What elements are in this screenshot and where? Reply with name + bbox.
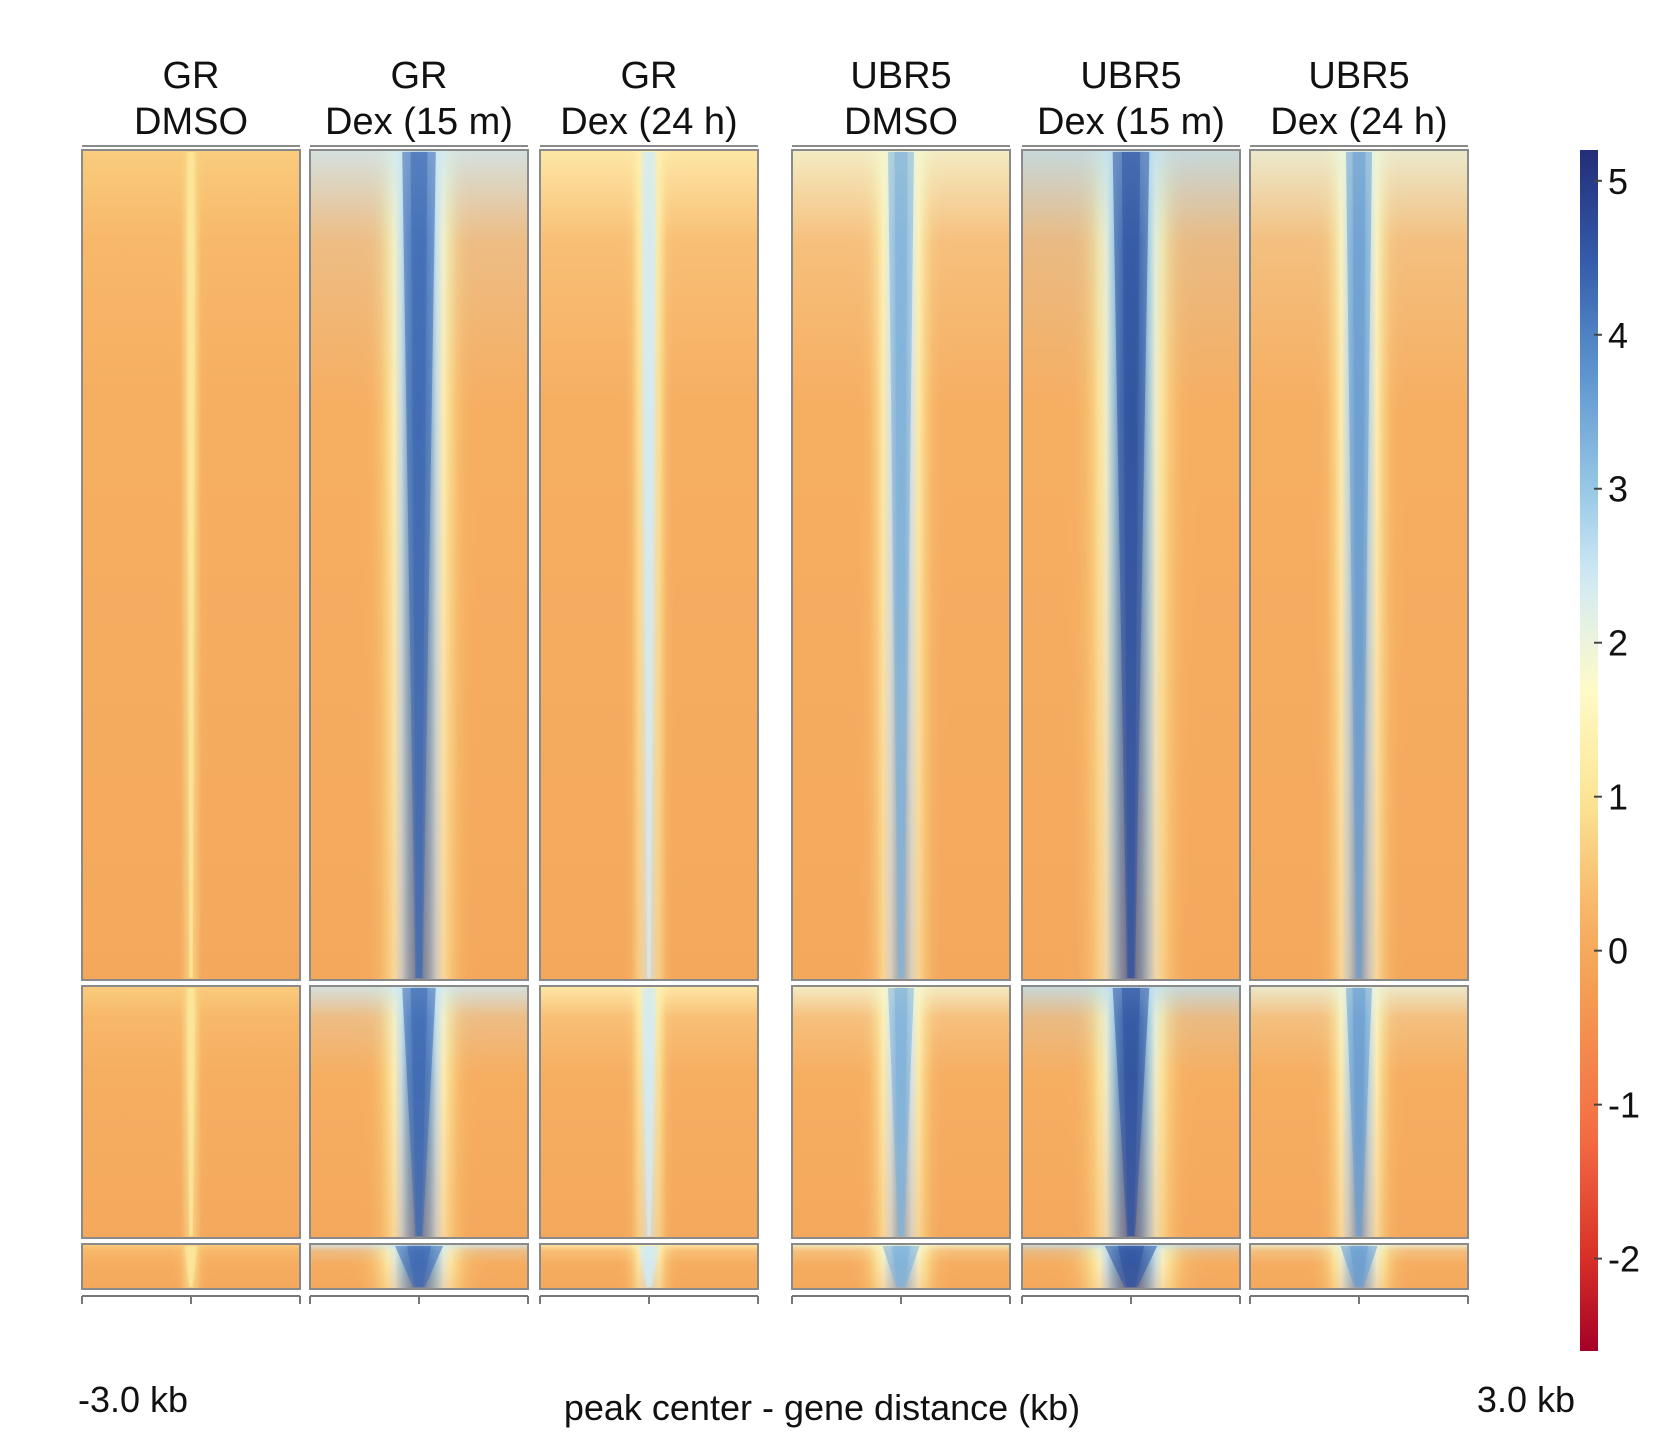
signal-core-inner (188, 988, 194, 1236)
colorbar: 5 4 3 2 1 0 -1 -2 (1580, 150, 1640, 1351)
cluster-frame (791, 985, 1011, 1239)
panel-title-condition: DMSO (844, 101, 958, 143)
cluster-frame (1249, 985, 1469, 1239)
panel-title-group: UBR5 (1080, 55, 1181, 97)
signal-core-inner (1352, 152, 1366, 978)
cluster-frame (1021, 1243, 1241, 1290)
panel-title-condition: DMSO (134, 101, 248, 143)
colorbar-tick-label: 5 (1608, 161, 1628, 202)
signal-core-inner (891, 1246, 911, 1287)
cluster-frame (1021, 985, 1241, 1239)
colorbar-gradient (1580, 150, 1598, 1351)
panel-title-condition: Dex (15 m) (325, 101, 513, 143)
cluster-frame (791, 149, 1011, 981)
signal-core-inner (894, 152, 908, 978)
heatmap-panel (1249, 145, 1469, 1304)
colorbar-tick-label: 0 (1608, 931, 1628, 972)
cluster-frame (1249, 149, 1469, 981)
panel-title-group: UBR5 (1308, 55, 1409, 97)
signal-core-inner (187, 1246, 195, 1287)
signal-core-inner (1121, 988, 1141, 1236)
cluster-frame (539, 149, 759, 981)
heatmap-panel (309, 145, 529, 1304)
colorbar-tick-label: 4 (1608, 315, 1628, 356)
colorbar-tick-label: 2 (1608, 623, 1628, 664)
panel-title-group: GR (391, 55, 448, 97)
cluster-frame (1021, 149, 1241, 981)
heatmap-panel (791, 145, 1011, 1304)
colorbar-tick-label: -1 (1608, 1085, 1640, 1126)
cluster-frame (81, 985, 301, 1239)
cluster-frame (791, 1243, 1011, 1290)
panel-title-condition: Dex (24 h) (560, 101, 737, 143)
x-axis-title: peak center - gene distance (kb) (564, 1387, 1080, 1428)
x-left-label: -3.0 kb (78, 1379, 188, 1420)
panel-title-group: UBR5 (850, 55, 951, 97)
signal-core-inner (1121, 152, 1141, 978)
cluster-frame (539, 1243, 759, 1290)
heatmap-panel (81, 145, 301, 1304)
signal-core-inner (643, 1246, 655, 1287)
heatmap-panel (539, 145, 759, 1304)
signal-core-inner (1117, 1246, 1145, 1287)
heatmap-panel (1021, 145, 1241, 1304)
signal-core-inner (645, 988, 653, 1236)
cluster-frame (539, 985, 759, 1239)
cluster-frame (1249, 1243, 1469, 1290)
signal-core-inner (410, 152, 428, 978)
cluster-frame (309, 149, 529, 981)
signal-core-inner (407, 1246, 431, 1287)
panel-title-condition: Dex (24 h) (1270, 101, 1447, 143)
panel-title-group: GR (621, 55, 678, 97)
panel-title-group: GR (163, 55, 220, 97)
colorbar-tick-label: -2 (1608, 1239, 1640, 1280)
x-axis: -3.0 kb peak center - gene distance (kb)… (78, 1379, 1575, 1428)
signal-core-inner (645, 152, 653, 978)
cluster-frame (309, 1243, 529, 1290)
signal-core-inner (1349, 1246, 1369, 1287)
x-right-label: 3.0 kb (1477, 1379, 1575, 1420)
cluster-frame (81, 149, 301, 981)
signal-core-inner (1352, 988, 1366, 1236)
heatmap-panels (81, 145, 1469, 1304)
signal-core-inner (188, 152, 194, 978)
cluster-frame (309, 985, 529, 1239)
signal-core-inner (410, 988, 428, 1236)
panel-title-condition: Dex (15 m) (1037, 101, 1225, 143)
cluster-frame (81, 1243, 301, 1290)
signal-core-inner (894, 988, 908, 1236)
colorbar-tick-label: 3 (1608, 469, 1628, 510)
colorbar-tick-label: 1 (1608, 777, 1628, 818)
